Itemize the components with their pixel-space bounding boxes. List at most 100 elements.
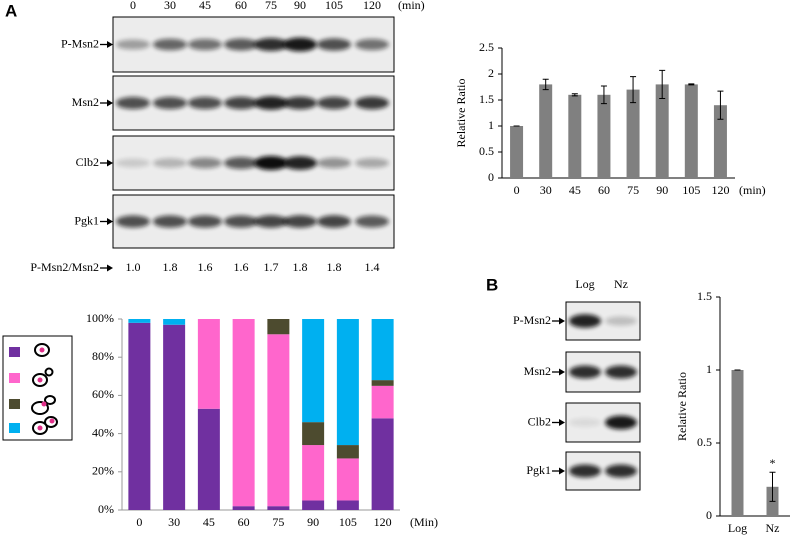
error-bar	[630, 76, 637, 104]
blot-band	[116, 96, 150, 110]
blot-label: Msn2	[72, 95, 99, 109]
y-axis-label: Relative Ratio	[454, 79, 468, 148]
x-tick-label: 0	[136, 515, 142, 529]
bar-segment	[336, 458, 359, 501]
error-bar	[600, 85, 607, 105]
blot-label: Pgk1	[526, 463, 551, 477]
blot-band	[153, 215, 187, 228]
error-bar	[717, 90, 724, 120]
y-tick-label: 20%	[92, 464, 114, 478]
blot-band	[317, 215, 351, 228]
bar-segment	[267, 506, 290, 510]
x-tick-label: 120	[374, 515, 392, 529]
blot-band	[605, 365, 637, 379]
y-tick-label: 40%	[92, 425, 114, 439]
legend-swatch	[9, 347, 20, 357]
y-tick-label: 0.5	[479, 144, 494, 158]
bar-segment	[302, 500, 325, 510]
ratio-value: 1.0	[126, 260, 141, 274]
bar	[539, 84, 553, 178]
blot-band	[224, 38, 258, 51]
blot-band	[569, 418, 601, 427]
lane-label: Log	[575, 277, 594, 291]
blot-band	[569, 314, 601, 328]
lane-label: Nz	[614, 277, 628, 291]
x-tick-label: Log	[728, 521, 747, 535]
bar-segment	[302, 319, 325, 423]
cell-icons	[31, 343, 58, 435]
bar-segment	[336, 500, 359, 510]
x-tick-label: 45	[203, 515, 215, 529]
lane-label: 0	[130, 0, 136, 12]
ratio-value: 1.6	[198, 260, 213, 274]
y-tick-label: 80%	[92, 349, 114, 363]
ratio-value: 1.4	[365, 260, 380, 274]
x-tick-label: 90	[307, 515, 319, 529]
bar-segment	[163, 324, 186, 510]
x-tick-label: 75	[272, 515, 284, 529]
blot-band	[355, 158, 389, 168]
arrow-head	[559, 317, 565, 325]
bar-segment	[163, 319, 186, 325]
bar-segment	[371, 319, 394, 381]
x-tick-label: 60	[598, 183, 610, 197]
blot-band	[317, 38, 351, 51]
y-tick-label: 1.5	[697, 289, 712, 303]
blot-band	[605, 464, 637, 478]
bar-segment	[302, 445, 325, 501]
blot-band	[605, 415, 637, 430]
arrow-head	[107, 41, 113, 48]
arrow-head	[559, 419, 565, 426]
bar-segment	[336, 445, 359, 459]
blot-band	[317, 96, 351, 110]
lane-label: 45	[199, 0, 211, 12]
ratio-value: 1.7	[264, 260, 279, 274]
arrow-head	[107, 159, 113, 167]
bar-segment	[232, 319, 255, 507]
arrow-head	[107, 264, 113, 272]
bar-segment	[371, 385, 394, 419]
x-tick-label: 120	[711, 183, 729, 197]
y-axis-label: Relative Ratio	[675, 372, 689, 441]
arrow-head	[107, 218, 113, 225]
x-tick-label: 30	[540, 183, 552, 197]
bar	[731, 370, 744, 516]
bar-segment	[128, 319, 151, 323]
blot-band	[188, 215, 222, 228]
x-tick-label: Nz	[766, 521, 780, 535]
error-bar	[571, 93, 578, 97]
lane-label: 105	[325, 0, 343, 12]
ratio-value: 1.8	[327, 260, 342, 274]
bar-segment	[232, 506, 255, 510]
x-tick-label: 105	[339, 515, 357, 529]
blot-band	[116, 158, 150, 168]
ratio-value: 1.8	[163, 260, 178, 274]
bar-segment	[371, 380, 394, 386]
blot-band	[283, 215, 317, 228]
y-tick-label: 1.5	[479, 92, 494, 106]
bar-segment	[197, 319, 220, 409]
blot-band	[254, 215, 288, 228]
bar-segment	[371, 418, 394, 510]
blot-label: Pgk1	[74, 213, 99, 227]
lane-label: 60	[235, 0, 247, 12]
ratio-value: 1.6	[234, 260, 249, 274]
blot-label: P-Msn2	[61, 36, 99, 50]
bar	[684, 84, 698, 178]
bar-segment	[267, 319, 290, 335]
blot-band	[224, 96, 258, 110]
blot-band	[224, 157, 258, 169]
blot-band	[254, 37, 288, 52]
x-tick-label: 105	[682, 183, 700, 197]
y-tick-label: 0	[706, 508, 712, 522]
bar-segment	[302, 422, 325, 446]
blot-band	[116, 39, 150, 50]
blot-band	[188, 38, 222, 51]
blot-band	[317, 157, 351, 169]
bar	[713, 105, 727, 178]
lane-label: 30	[164, 0, 176, 12]
legend-swatch	[9, 423, 20, 433]
legend-swatch	[9, 399, 20, 409]
